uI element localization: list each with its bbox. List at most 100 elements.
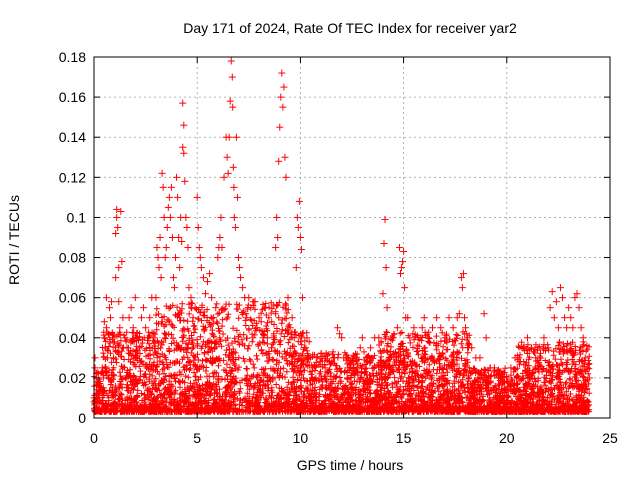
scatter-point xyxy=(232,133,240,141)
scatter-point xyxy=(193,193,201,201)
scatter-point xyxy=(575,304,583,312)
scatter-point xyxy=(552,298,560,306)
scatter-point xyxy=(228,73,236,81)
scatter-point xyxy=(166,213,174,221)
scatter-point xyxy=(218,244,226,252)
scatter-point xyxy=(410,324,418,332)
scatter-point xyxy=(356,344,364,352)
background-point-cloud xyxy=(91,298,593,415)
scatter-point xyxy=(358,334,366,342)
scatter-point xyxy=(476,354,484,362)
scatter-point xyxy=(295,197,303,205)
scatter-point xyxy=(115,298,123,306)
scatter-point xyxy=(313,354,321,362)
scatter-point xyxy=(119,314,127,322)
scatter-point xyxy=(398,264,406,272)
scatter-point xyxy=(155,264,163,272)
scatter-point xyxy=(163,223,171,231)
x-tick-label: 10 xyxy=(293,430,309,446)
scatter-point xyxy=(284,294,292,302)
scatter-point xyxy=(233,193,241,201)
scatter-point xyxy=(325,358,333,366)
scatter-point xyxy=(173,173,181,181)
scatter-point xyxy=(152,294,160,302)
scatter-point xyxy=(279,103,287,111)
scatter-point xyxy=(301,344,309,352)
scatter-point xyxy=(108,298,116,306)
scatter-point xyxy=(226,97,234,105)
scatter-point xyxy=(292,264,300,272)
scatter-point xyxy=(286,324,294,332)
scatter-point xyxy=(206,270,214,278)
chart-title: Day 171 of 2024, Rate Of TEC Index for r… xyxy=(183,20,517,36)
scatter-point xyxy=(395,244,403,252)
scatter-point xyxy=(220,173,228,181)
scatter-point xyxy=(117,207,125,215)
scatter-point xyxy=(482,334,490,342)
scatter-point xyxy=(251,298,259,306)
scatter-point xyxy=(257,318,265,326)
scatter-point xyxy=(393,324,401,332)
scatter-point xyxy=(464,334,472,342)
scatter-point xyxy=(169,274,177,282)
scatter-point xyxy=(99,384,107,392)
scatter-point xyxy=(379,290,387,298)
scatter-point xyxy=(389,334,397,342)
scatter-point xyxy=(110,354,118,362)
scatter-point xyxy=(179,143,187,151)
scatter-point xyxy=(204,278,212,286)
scatter-point xyxy=(165,193,173,201)
scatter-point xyxy=(298,294,306,302)
scatter-point xyxy=(118,258,126,266)
scatter-point xyxy=(140,304,148,312)
scatter-point xyxy=(375,334,383,342)
scatter-point xyxy=(282,173,290,181)
y-tick-label: 0.18 xyxy=(59,49,86,65)
scatter-point xyxy=(234,254,242,262)
scatter-point xyxy=(278,69,286,77)
scatter-point xyxy=(329,354,337,362)
scatter-point xyxy=(154,254,162,262)
scatter-point xyxy=(224,169,232,177)
scatter-point xyxy=(573,290,581,298)
scatter-point xyxy=(133,334,141,342)
scatter-point xyxy=(293,213,301,221)
scatter-point xyxy=(275,157,283,165)
scatter-point xyxy=(175,234,183,241)
scatter-point xyxy=(399,258,407,266)
scatter-point xyxy=(102,294,110,302)
scatter-point xyxy=(563,324,571,332)
scatter-point xyxy=(217,213,225,221)
scatter-point xyxy=(290,334,298,342)
scatter-point xyxy=(247,304,255,312)
scatter-point xyxy=(418,324,426,332)
scatter-point xyxy=(114,223,122,231)
y-tick-label: 0.06 xyxy=(59,290,86,306)
scatter-point xyxy=(281,153,289,161)
scatter-point xyxy=(273,213,281,221)
scatter-point xyxy=(414,334,422,342)
scatter-point xyxy=(288,314,296,322)
scatter-point xyxy=(102,324,110,332)
scatter-point xyxy=(270,334,278,342)
scatter-point xyxy=(321,364,329,372)
scatter-point xyxy=(528,344,536,352)
y-tick-label: 0.16 xyxy=(59,89,86,105)
scatter-point xyxy=(156,234,164,241)
scatter-point xyxy=(348,358,356,366)
scatter-point xyxy=(113,213,121,221)
scatter-point xyxy=(239,284,247,292)
scatter-point xyxy=(243,314,251,322)
scatter-point xyxy=(123,344,131,352)
scatter-point xyxy=(340,354,348,362)
scatter-point xyxy=(460,314,468,322)
scatter-point xyxy=(194,223,202,231)
y-tick-label: 0.04 xyxy=(59,330,86,346)
scatter-point xyxy=(424,334,432,342)
scatter-point xyxy=(406,334,414,342)
scatter-point xyxy=(230,213,238,221)
scatter-point xyxy=(249,334,257,342)
scatter-point xyxy=(180,149,188,157)
scatter-point xyxy=(103,354,111,362)
